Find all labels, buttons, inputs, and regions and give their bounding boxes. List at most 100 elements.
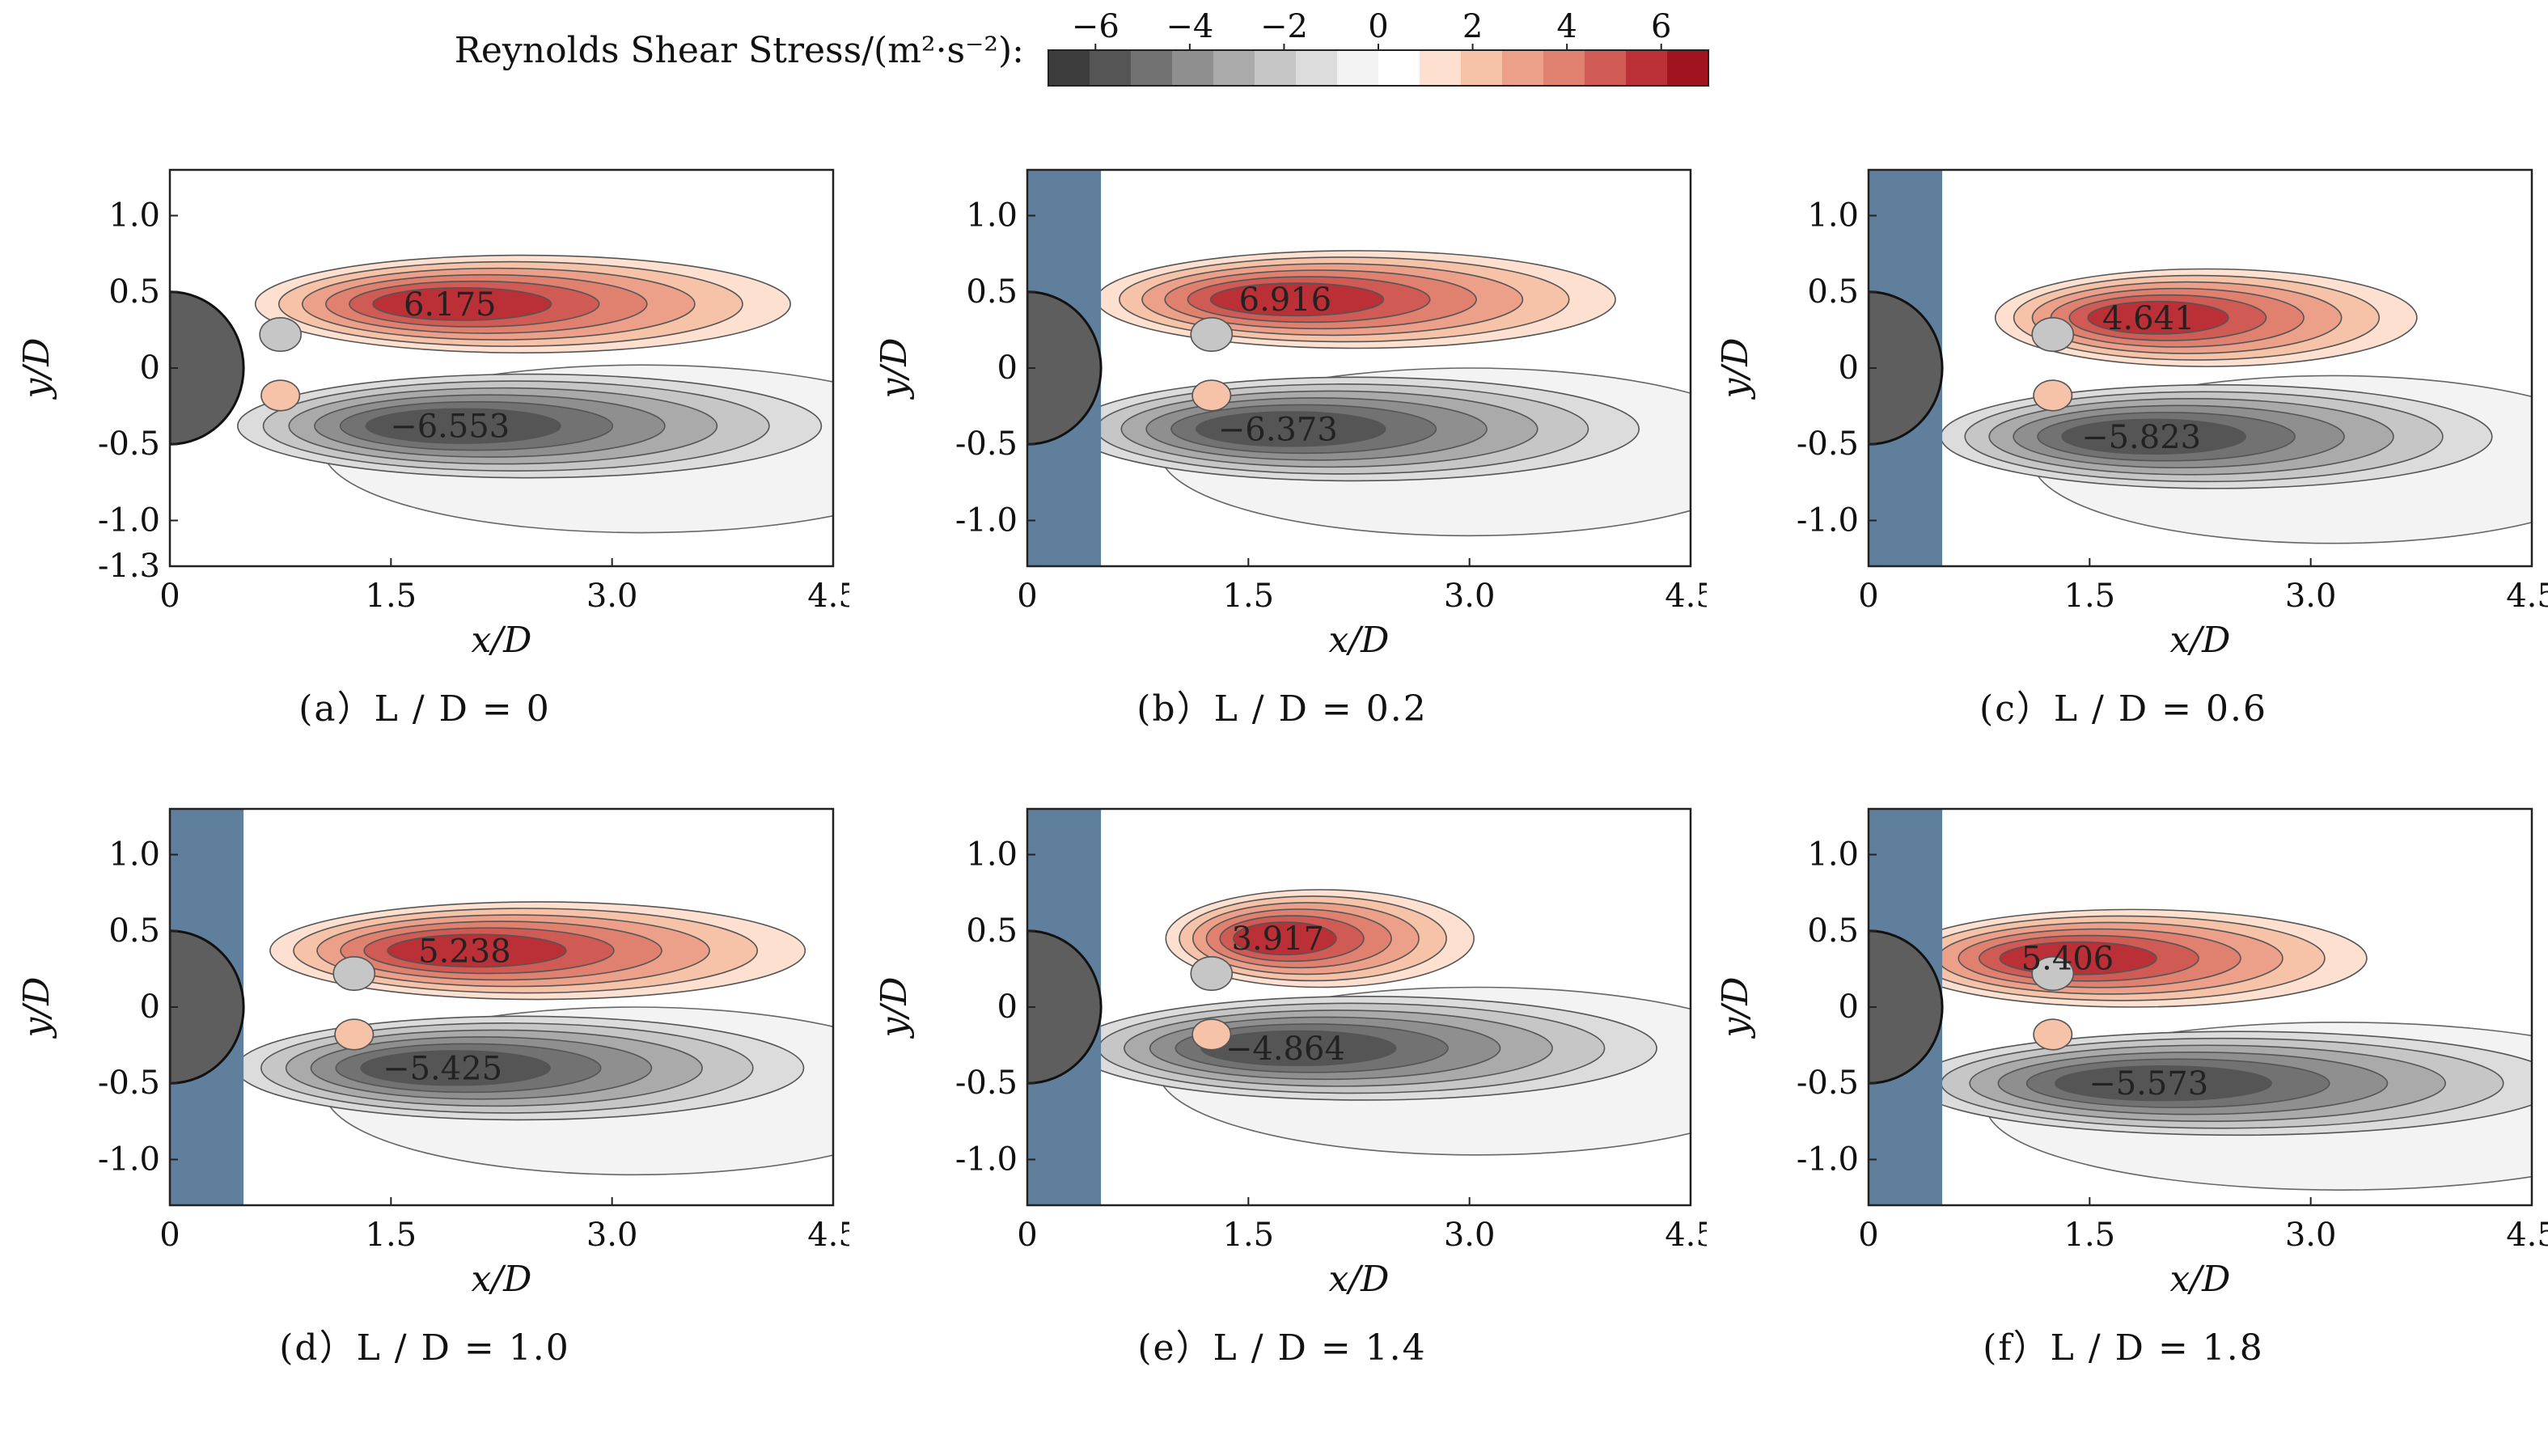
negative-contour-band <box>365 408 561 444</box>
x-axis-label: x/D <box>2170 1259 2231 1300</box>
plot-area: 4.641 −5.823 <box>1869 170 2532 566</box>
panel-caption: (d）L / D = 1.0 <box>279 1327 570 1369</box>
y-tick-label: -1.0 <box>98 502 160 539</box>
panel-e: 3.917 −4.864 0 1.5 3.0 4.5 1.0 0.5 0 -0.5 -1.0 x/D y… <box>857 785 1707 1456</box>
x-tick-label: 0 <box>1017 578 1037 615</box>
x-tick-label: 4.5 <box>2506 1217 2548 1254</box>
colorbar-swatch <box>1213 50 1255 86</box>
near-wake-vortex <box>2031 956 2075 992</box>
panel-plot: 6.916 −6.373 0 1.5 3.0 4.5 1.0 0.5 0 -0.5 -1.0 x/D y… <box>874 168 1707 661</box>
x-tick-label: 0 <box>1858 578 1878 615</box>
min-value-label: −4.864 <box>1225 1031 1345 1068</box>
panel-plot: 5.406 −5.573 0 1.5 3.0 4.5 1.0 0.5 0 -0.5 -1.0 x/D y… <box>1715 807 2548 1300</box>
cylinder-half <box>170 290 245 446</box>
colorbar-swatch <box>1585 50 1627 86</box>
colorbar-swatch <box>1667 50 1709 86</box>
max-value-label: 6.916 <box>1239 281 1332 319</box>
max-value-label: 6.175 <box>404 286 497 324</box>
colorbar-swatch <box>1543 50 1585 86</box>
colorbar-swatch <box>1090 50 1132 86</box>
x-tick-label: 3.0 <box>1444 578 1496 615</box>
y-axis-label: y/D <box>1715 338 1756 400</box>
panel-f: 5.406 −5.573 0 1.5 3.0 4.5 1.0 0.5 0 -0.5 -1.0 x/D y… <box>1699 785 2548 1456</box>
cylinder-half <box>1027 929 1103 1085</box>
y-tick-label: -0.5 <box>98 1064 160 1102</box>
y-axis-label: y/D <box>16 338 57 400</box>
panel-caption: (a）L / D = 0 <box>298 688 551 730</box>
max-value-label: 4.641 <box>2102 300 2195 337</box>
colorbar-tick-label: −4 <box>1166 8 1213 45</box>
y-tick-label: 0 <box>997 349 1018 387</box>
colorbar-swatch <box>1420 50 1462 86</box>
negative-contour-band <box>360 1050 551 1086</box>
cylinder-half <box>1027 290 1103 446</box>
panel-a: 6.175 −6.553 0 1.5 3.0 4.5 1.0 0.5 0 -0.5 -1.0 -1.3… <box>0 146 849 817</box>
x-axis-label: x/D <box>2170 620 2231 661</box>
colorbar-swatch <box>1378 50 1420 86</box>
panel-plot: 5.238 −5.425 0 1.5 3.0 4.5 1.0 0.5 0 -0.5 -1.0 x/D y… <box>16 807 849 1300</box>
plot-area: 6.175 −6.553 <box>170 170 833 566</box>
x-tick-label: 1.5 <box>366 1217 417 1254</box>
plot-area: 3.917 −4.864 <box>1027 809 1691 1205</box>
y-tick-label: 0.5 <box>108 273 160 311</box>
y-tick-label: 0.5 <box>966 912 1018 950</box>
min-value-label: −5.823 <box>2081 419 2201 456</box>
max-value-label: 5.406 <box>2021 941 2114 978</box>
negative-contour-band <box>2055 1065 2272 1102</box>
plot-area: 6.916 −6.373 <box>1027 170 1691 566</box>
y-axis-label: y/D <box>874 977 915 1039</box>
negative-contour-band <box>2061 418 2246 455</box>
y-tick-label: -1.0 <box>98 1141 160 1178</box>
y-tick-label: 0 <box>1839 349 1859 387</box>
y-tick-label: -1.0 <box>1797 502 1859 539</box>
x-tick-label: 1.5 <box>2064 1217 2116 1254</box>
y-tick-label: 1.0 <box>108 197 160 235</box>
y-tick-label: -0.5 <box>98 425 160 463</box>
near-wake-vortex <box>259 317 302 353</box>
colorbar-swatch <box>1255 50 1297 86</box>
colorbar-title: Reynolds Shear Stress/(m²·s⁻²): <box>455 30 1024 71</box>
x-tick-label: 1.5 <box>1223 1217 1275 1254</box>
colorbar-swatch <box>1131 50 1173 86</box>
x-tick-label: 1.5 <box>366 578 417 615</box>
panel-caption: (c）L / D = 0.6 <box>1979 688 2267 730</box>
x-tick-label: 3.0 <box>586 1217 638 1254</box>
near-wake-vortex <box>1191 1018 1232 1051</box>
min-value-label: −6.373 <box>1218 411 1338 448</box>
panel-c: 4.641 −5.823 0 1.5 3.0 4.5 1.0 0.5 0 -0.5 -1.0 x/D y… <box>1699 146 2548 817</box>
positive-contour-band <box>1209 282 1385 317</box>
x-tick-label: 0 <box>1017 1217 1037 1254</box>
y-tick-label: 0.5 <box>108 912 160 950</box>
colorbar-tick-label: 6 <box>1651 8 1671 45</box>
colorbar-swatch <box>1296 50 1338 86</box>
colorbar-swatch <box>1048 50 1090 86</box>
y-tick-label: 1.0 <box>966 836 1018 874</box>
near-wake-vortex <box>2033 379 2073 412</box>
x-axis-label: x/D <box>1329 1259 1390 1300</box>
x-tick-label: 3.0 <box>1444 1217 1496 1254</box>
x-tick-label: 1.5 <box>1223 578 1275 615</box>
x-axis-label: x/D <box>1329 620 1390 661</box>
y-tick-label: 0 <box>140 988 160 1026</box>
positive-contour-band <box>387 933 567 968</box>
panel-plot: 3.917 −4.864 0 1.5 3.0 4.5 1.0 0.5 0 -0.5 -1.0 x/D y… <box>874 807 1707 1300</box>
max-value-label: 5.238 <box>418 933 511 970</box>
y-tick-label: 0.5 <box>1807 912 1859 950</box>
y-tick-label: -1.0 <box>955 502 1018 539</box>
near-wake-vortex <box>1190 956 1234 992</box>
colorbar-swatch <box>1461 50 1503 86</box>
x-tick-label: 4.5 <box>1665 1217 1707 1254</box>
panel-caption: (e）L / D = 1.4 <box>1137 1327 1427 1369</box>
positive-contour-band <box>2087 300 2229 335</box>
panel-caption: (b）L / D = 0.2 <box>1136 688 1428 730</box>
x-axis-label: x/D <box>472 1259 532 1300</box>
x-axis-label: x/D <box>472 620 532 661</box>
y-tick-label: -1.0 <box>955 1141 1018 1178</box>
colorbar-ticks: −6 −4 −2 0 2 4 6 <box>1072 8 1671 50</box>
panel-plot: 6.175 −6.553 0 1.5 3.0 4.5 1.0 0.5 0 -0.5 -1.0 -1.3… <box>16 168 849 661</box>
x-tick-label: 4.5 <box>807 1217 849 1254</box>
panel-d: 5.238 −5.425 0 1.5 3.0 4.5 1.0 0.5 0 -0.5 -1.0 x/D y… <box>0 785 849 1456</box>
x-tick-label: 4.5 <box>2506 578 2548 615</box>
colorbar-swatch <box>1172 50 1214 86</box>
y-tick-label: -1.0 <box>1797 1141 1859 1178</box>
